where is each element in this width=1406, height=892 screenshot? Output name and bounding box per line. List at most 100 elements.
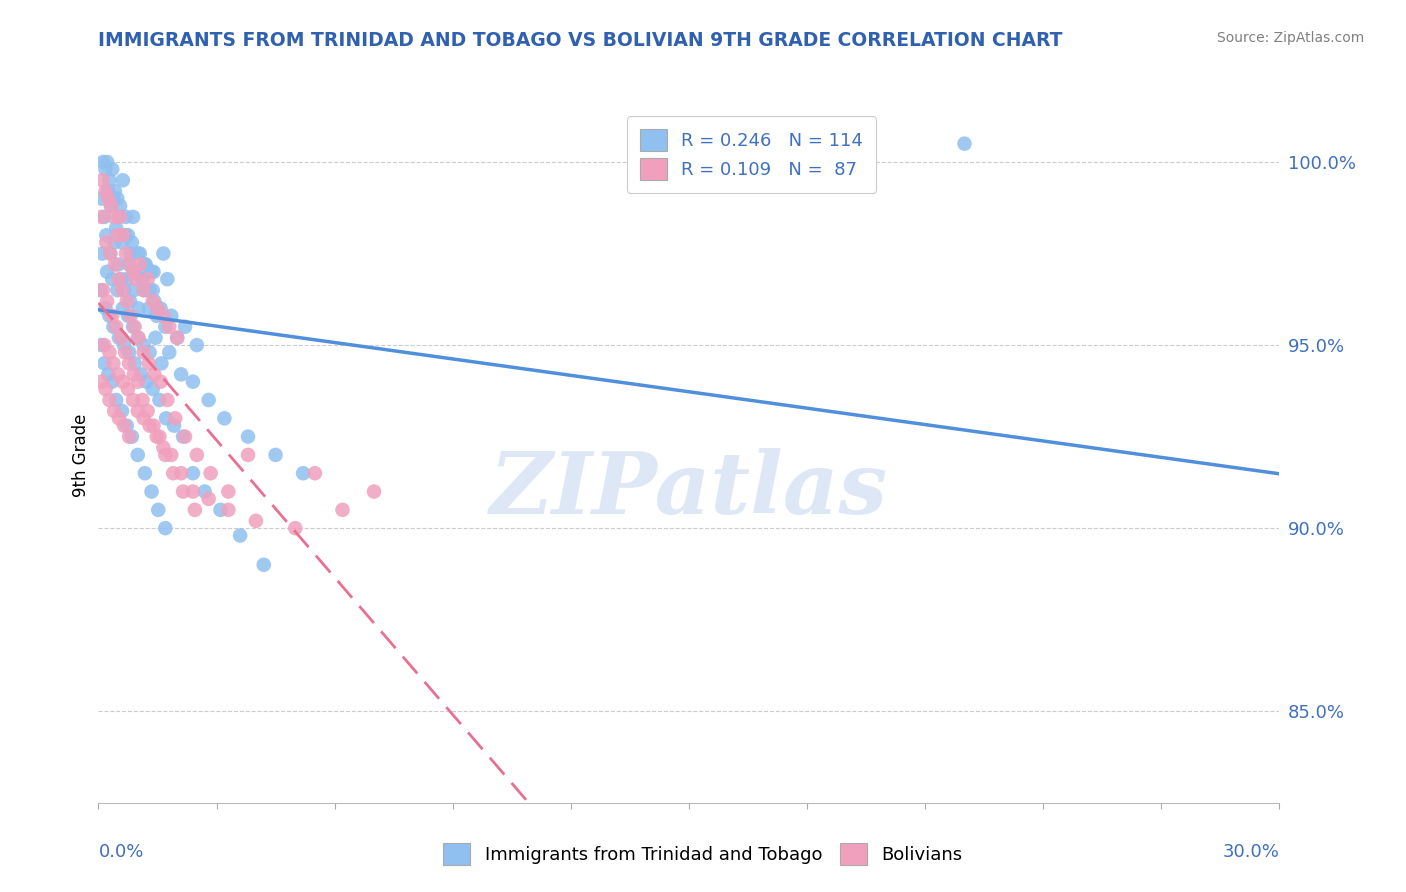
Point [110,331,132,345]
Point [197,392,219,407]
Point [120,246,142,260]
Point [125,272,148,286]
Point [96,228,118,243]
Point [155,319,177,334]
Point [105,192,128,206]
Point [122,319,145,334]
Point [124,319,146,334]
Point [245,514,267,528]
Point [172,484,194,499]
Point [107,258,129,272]
Point [131,392,153,407]
Point [117,309,139,323]
Point [103,356,125,370]
Point [155,521,177,535]
Legend: Immigrants from Trinidad and Tobago, Bolivians: Immigrants from Trinidad and Tobago, Bol… [434,834,972,874]
Point [96,235,118,250]
Point [148,392,170,407]
Point [108,331,131,345]
Point [170,368,193,382]
Point [253,558,276,572]
Text: ZIPatlas: ZIPatlas [489,448,889,532]
Point [134,258,156,272]
Point [117,382,139,396]
Point [91,173,114,187]
Point [111,404,134,418]
Point [165,411,187,425]
Point [103,192,125,206]
Point [117,228,139,243]
Point [138,301,160,316]
Point [145,429,167,443]
Point [114,228,136,243]
Point [292,467,315,481]
Point [136,272,159,286]
Point [98,173,121,187]
Text: Source: ZipAtlas.com: Source: ZipAtlas.com [1216,31,1364,45]
Point [127,404,149,418]
Point [122,265,145,279]
Point [101,272,124,286]
Point [90,210,112,224]
Point [136,404,159,418]
Point [90,338,112,352]
Point [94,382,117,396]
Point [104,184,127,198]
Point [142,418,165,433]
Point [108,199,131,213]
Point [129,368,152,382]
Point [135,375,157,389]
Point [115,210,138,224]
Point [150,356,173,370]
Point [142,294,165,309]
Point [98,345,121,359]
Point [181,484,204,499]
Text: IMMIGRANTS FROM TRINIDAD AND TOBAGO VS BOLIVIAN 9TH GRADE CORRELATION CHART: IMMIGRANTS FROM TRINIDAD AND TOBAGO VS B… [98,31,1063,50]
Point [174,429,197,443]
Point [122,210,145,224]
Point [101,309,124,323]
Point [125,265,148,279]
Point [108,411,131,425]
Point [166,331,188,345]
Point [112,283,135,297]
Point [200,467,222,481]
Point [124,265,146,279]
Point [184,503,207,517]
Point [96,294,118,309]
Point [115,418,138,433]
Point [148,429,170,443]
Point [94,301,117,316]
Point [104,258,127,272]
Point [91,283,114,297]
Point [98,309,121,323]
Point [172,429,194,443]
Point [170,467,193,481]
Point [128,331,150,345]
Point [138,345,160,359]
Point [156,272,179,286]
Point [101,375,124,389]
Point [115,246,138,260]
Point [115,272,138,286]
Point [132,345,155,359]
Point [94,162,117,177]
Point [118,356,141,370]
Point [145,309,167,323]
Point [145,331,167,345]
Point [97,368,120,382]
Point [138,356,160,370]
Point [127,375,149,389]
Point [143,294,166,309]
Point [103,210,125,224]
Point [162,467,184,481]
Point [156,392,179,407]
Point [91,246,114,260]
Point [284,521,307,535]
Point [105,220,128,235]
Point [155,448,177,462]
Point [152,309,174,323]
Point [100,199,122,213]
Text: 30.0%: 30.0% [1223,843,1279,861]
Point [127,448,149,462]
